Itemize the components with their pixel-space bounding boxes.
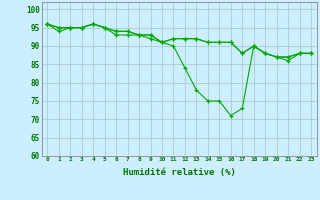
X-axis label: Humidité relative (%): Humidité relative (%) [123,168,236,177]
